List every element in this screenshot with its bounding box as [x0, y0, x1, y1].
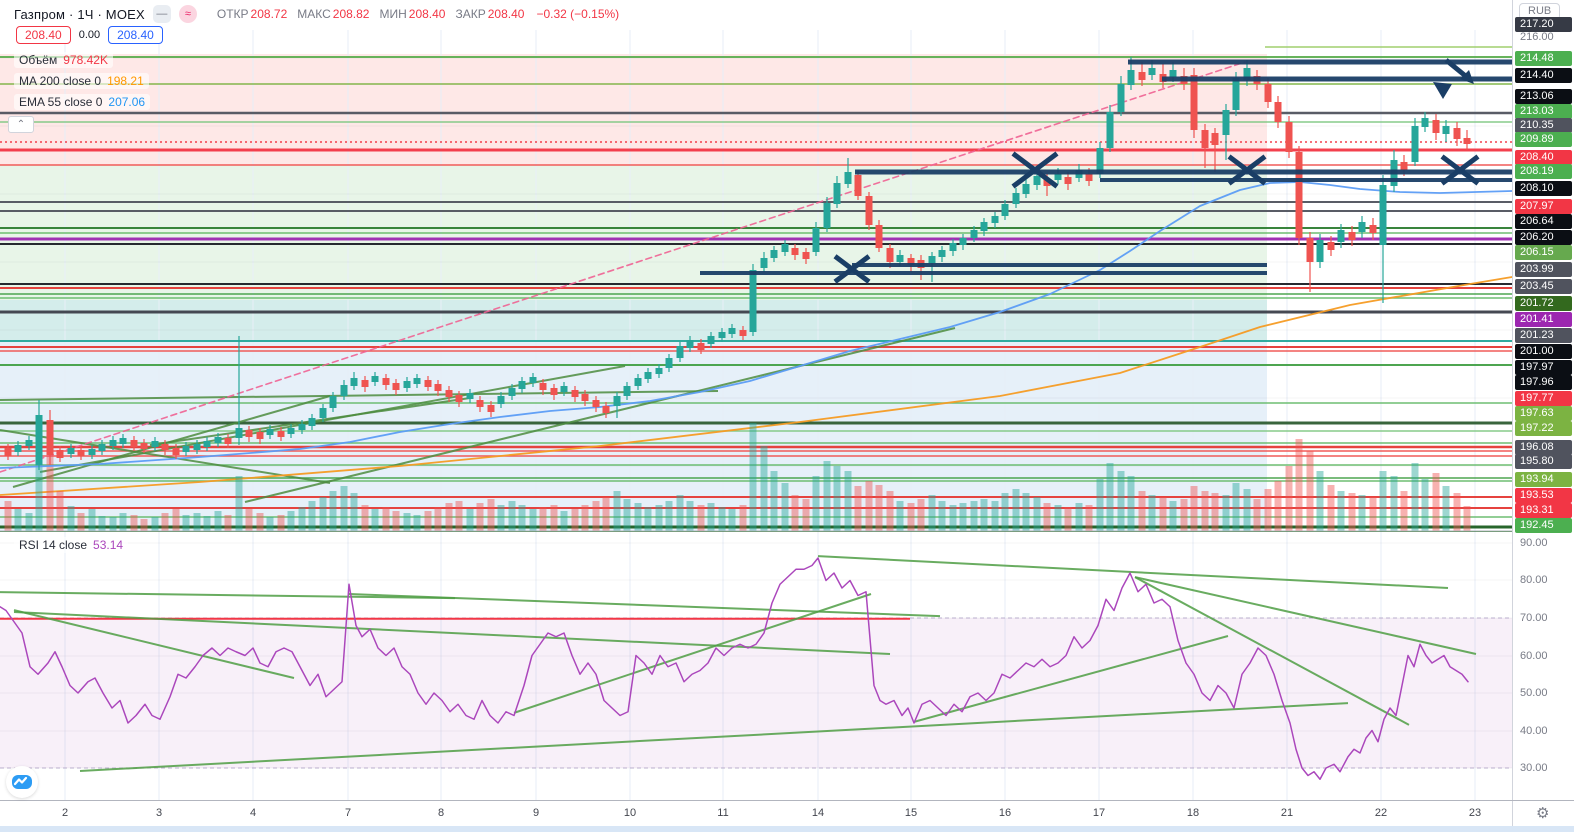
price-axis-label: 203.99 [1515, 262, 1572, 277]
tradingview-logo-glyph [12, 775, 32, 789]
price-axis-label: 213.03 [1515, 104, 1572, 119]
ohlc-item: ОТКР 208.72 [216, 7, 288, 21]
time-axis-label: 3 [155, 807, 163, 819]
price-axis-label: 203.45 [1515, 279, 1572, 294]
time-axis-label: 11 [717, 807, 729, 819]
legend-rsi[interactable]: RSI 14 close 53.14 [14, 537, 129, 553]
legend-volume[interactable]: Объём 978.42K [14, 52, 113, 68]
time-axis-label: 23 [1468, 807, 1482, 819]
legend-volume-value: 978.42K [63, 53, 108, 67]
legend-ema55[interactable]: EMA 55 close 0 207.06 [14, 94, 151, 110]
price-axis-label: 192.45 [1515, 518, 1572, 533]
price-axis-label: 214.40 [1515, 68, 1572, 83]
price-axis-label: 201.23 [1515, 328, 1572, 343]
rsi-axis-label: 40.00 [1520, 725, 1548, 737]
collapse-legend-button[interactable]: ⌃ [8, 116, 34, 133]
time-axis-label: 18 [1186, 807, 1200, 819]
quote-row: 208.40 0.00 208.40 [16, 26, 163, 44]
price-axis-label: 197.63 [1515, 406, 1572, 421]
rsi-axis-label: 30.00 [1520, 762, 1548, 774]
chart-header: Газпром · 1Ч · MOEX — ≈ ОТКР 208.72 МАКС 20… [14, 5, 619, 23]
change-value: −0.32 (−0.15%) [536, 7, 620, 21]
time-axis-label: 22 [1374, 807, 1388, 819]
time-axis-label: 17 [1092, 807, 1106, 819]
time-axis-label: 4 [249, 807, 257, 819]
price-axis-label: 216.00 [1520, 31, 1554, 43]
time-axis-label: 15 [904, 807, 918, 819]
price-axis-label: 213.06 [1515, 89, 1572, 104]
legend-ema55-value: 207.06 [108, 95, 146, 109]
price-axis-label: 214.48 [1515, 51, 1572, 66]
gear-icon[interactable]: ⚙ [1536, 805, 1550, 822]
price-axis-label: 206.64 [1515, 214, 1572, 229]
ohlc-item: ЗАКР 208.40 [455, 7, 525, 21]
eye-toggle-icon[interactable]: — [152, 5, 171, 23]
legend-ma200-label: MA 200 close 0 [19, 74, 102, 88]
time-axis-label: 8 [437, 807, 445, 819]
price-axis-label: 208.40 [1515, 150, 1572, 165]
time-axis-label: 14 [811, 807, 825, 819]
price-axis-label: 193.31 [1515, 503, 1572, 518]
price-axis[interactable]: RUB 217.20 216.00 214.48 214.40 213.06 213.03… [1512, 0, 1574, 800]
ohlc-item: МАКС 208.82 [297, 7, 370, 21]
price-axis-label: 197.22 [1515, 421, 1572, 436]
rsi-axis-label: 70.00 [1520, 612, 1548, 624]
price-axis-label: 197.77 [1515, 391, 1572, 406]
time-axis-label: 2 [61, 807, 69, 819]
spread-value: 0.00 [78, 29, 101, 41]
time-axis-label: 21 [1280, 807, 1294, 819]
time-axis-label: 10 [623, 807, 637, 819]
price-axis-label: 209.89 [1515, 132, 1572, 147]
rsi-axis-label: 50.00 [1520, 687, 1548, 699]
price-axis-label: 210.35 [1515, 118, 1572, 133]
legend-rsi-value: 53.14 [93, 538, 124, 552]
ohlc-values: ОТКР 208.72 МАКС 208.82 МИН 208.40 ЗАКР 208.40−… [217, 7, 619, 21]
price-axis-label: 195.80 [1515, 454, 1572, 469]
magnet-icon[interactable]: ≈ [178, 5, 197, 23]
rsi-axis-label: 80.00 [1520, 574, 1548, 586]
price-axis-label: 197.96 [1515, 375, 1572, 390]
legend-volume-label: Объём [19, 53, 58, 67]
rsi-axis-label: 60.00 [1520, 650, 1548, 662]
price-axis-label: 193.94 [1515, 472, 1572, 487]
price-axis-label: 201.00 [1515, 344, 1572, 359]
price-axis-label: 207.97 [1515, 199, 1572, 214]
legend-ma200-value: 198.21 [107, 74, 144, 88]
time-axis-label: 7 [344, 807, 352, 819]
legend-ema55-label: EMA 55 close 0 [19, 95, 103, 109]
time-axis-label: 9 [532, 807, 540, 819]
price-axis-label: 193.53 [1515, 488, 1572, 503]
price-axis-label: 201.41 [1515, 312, 1572, 327]
price-axis-label: 206.15 [1515, 245, 1572, 260]
price-axis-label: 208.19 [1515, 164, 1572, 179]
price-axis-label: 206.20 [1515, 230, 1572, 245]
bid-badge[interactable]: 208.40 [16, 26, 71, 44]
legend-rsi-label: RSI 14 close [19, 538, 88, 552]
footer-strip [0, 826, 1574, 832]
rsi-axis-label: 90.00 [1520, 537, 1548, 549]
ask-badge[interactable]: 208.40 [108, 26, 163, 44]
price-axis-label: 196.08 [1515, 440, 1572, 455]
price-axis-label: 217.20 [1515, 17, 1572, 32]
symbol-title[interactable]: Газпром · 1Ч · MOEX [14, 6, 145, 22]
ohlc-item: МИН 208.40 [379, 7, 446, 21]
legend-ma200[interactable]: MA 200 close 0 198.21 [14, 73, 149, 89]
time-axis[interactable]: ⚙ 2 3 4 7 8 9 10 11 14 15 16 17 18 21 22 23 [0, 800, 1574, 827]
price-axis-label: 197.97 [1515, 360, 1572, 375]
price-axis-label: 201.72 [1515, 296, 1572, 311]
time-axis-label: 16 [998, 807, 1012, 819]
tradingview-logo[interactable] [6, 766, 38, 798]
price-axis-label: 208.10 [1515, 181, 1572, 196]
